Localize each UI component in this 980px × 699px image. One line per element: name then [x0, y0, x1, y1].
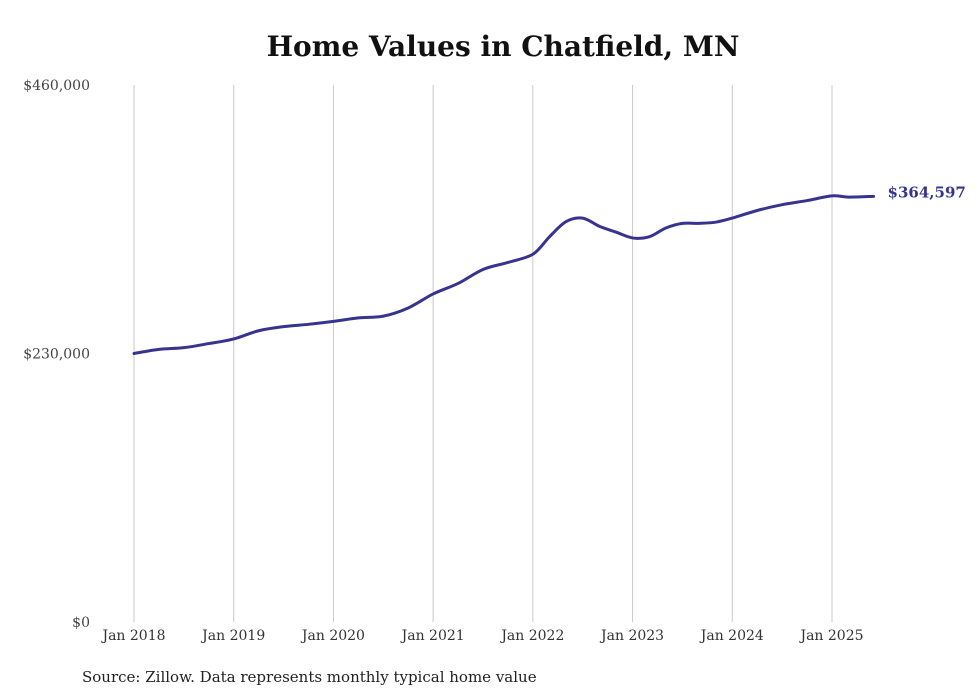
x-tick-label: Jan 2021	[400, 628, 465, 644]
x-tick-label: Jan 2023	[599, 628, 664, 644]
gridlines	[133, 85, 833, 622]
annotation-layer: $364,597	[888, 183, 966, 201]
series-line	[132, 194, 876, 355]
x-tick-label: Jan 2018	[100, 628, 165, 644]
y-axis: $0 $230,000 $460,000	[23, 78, 90, 631]
chart-title: Home Values in Chatfield, MN	[266, 30, 740, 63]
x-tick-label: Jan 2025	[798, 628, 863, 644]
series-layer	[132, 194, 876, 355]
y-tick-label: $460,000	[23, 78, 90, 94]
x-tick-label: Jan 2024	[699, 628, 764, 644]
x-tick-label: Jan 2019	[200, 628, 265, 644]
source-note: Source: Zillow. Data represents monthly …	[82, 668, 537, 686]
x-tick-label: Jan 2020	[300, 628, 365, 644]
x-tick-label: Jan 2022	[499, 628, 564, 644]
y-tick-label: $0	[72, 615, 90, 631]
x-axis: Jan 2018 Jan 2019 Jan 2020 Jan 2021 Jan 2022…	[100, 628, 863, 644]
y-tick-label: $230,000	[23, 347, 90, 363]
end-value-label: $364,597	[888, 183, 966, 201]
